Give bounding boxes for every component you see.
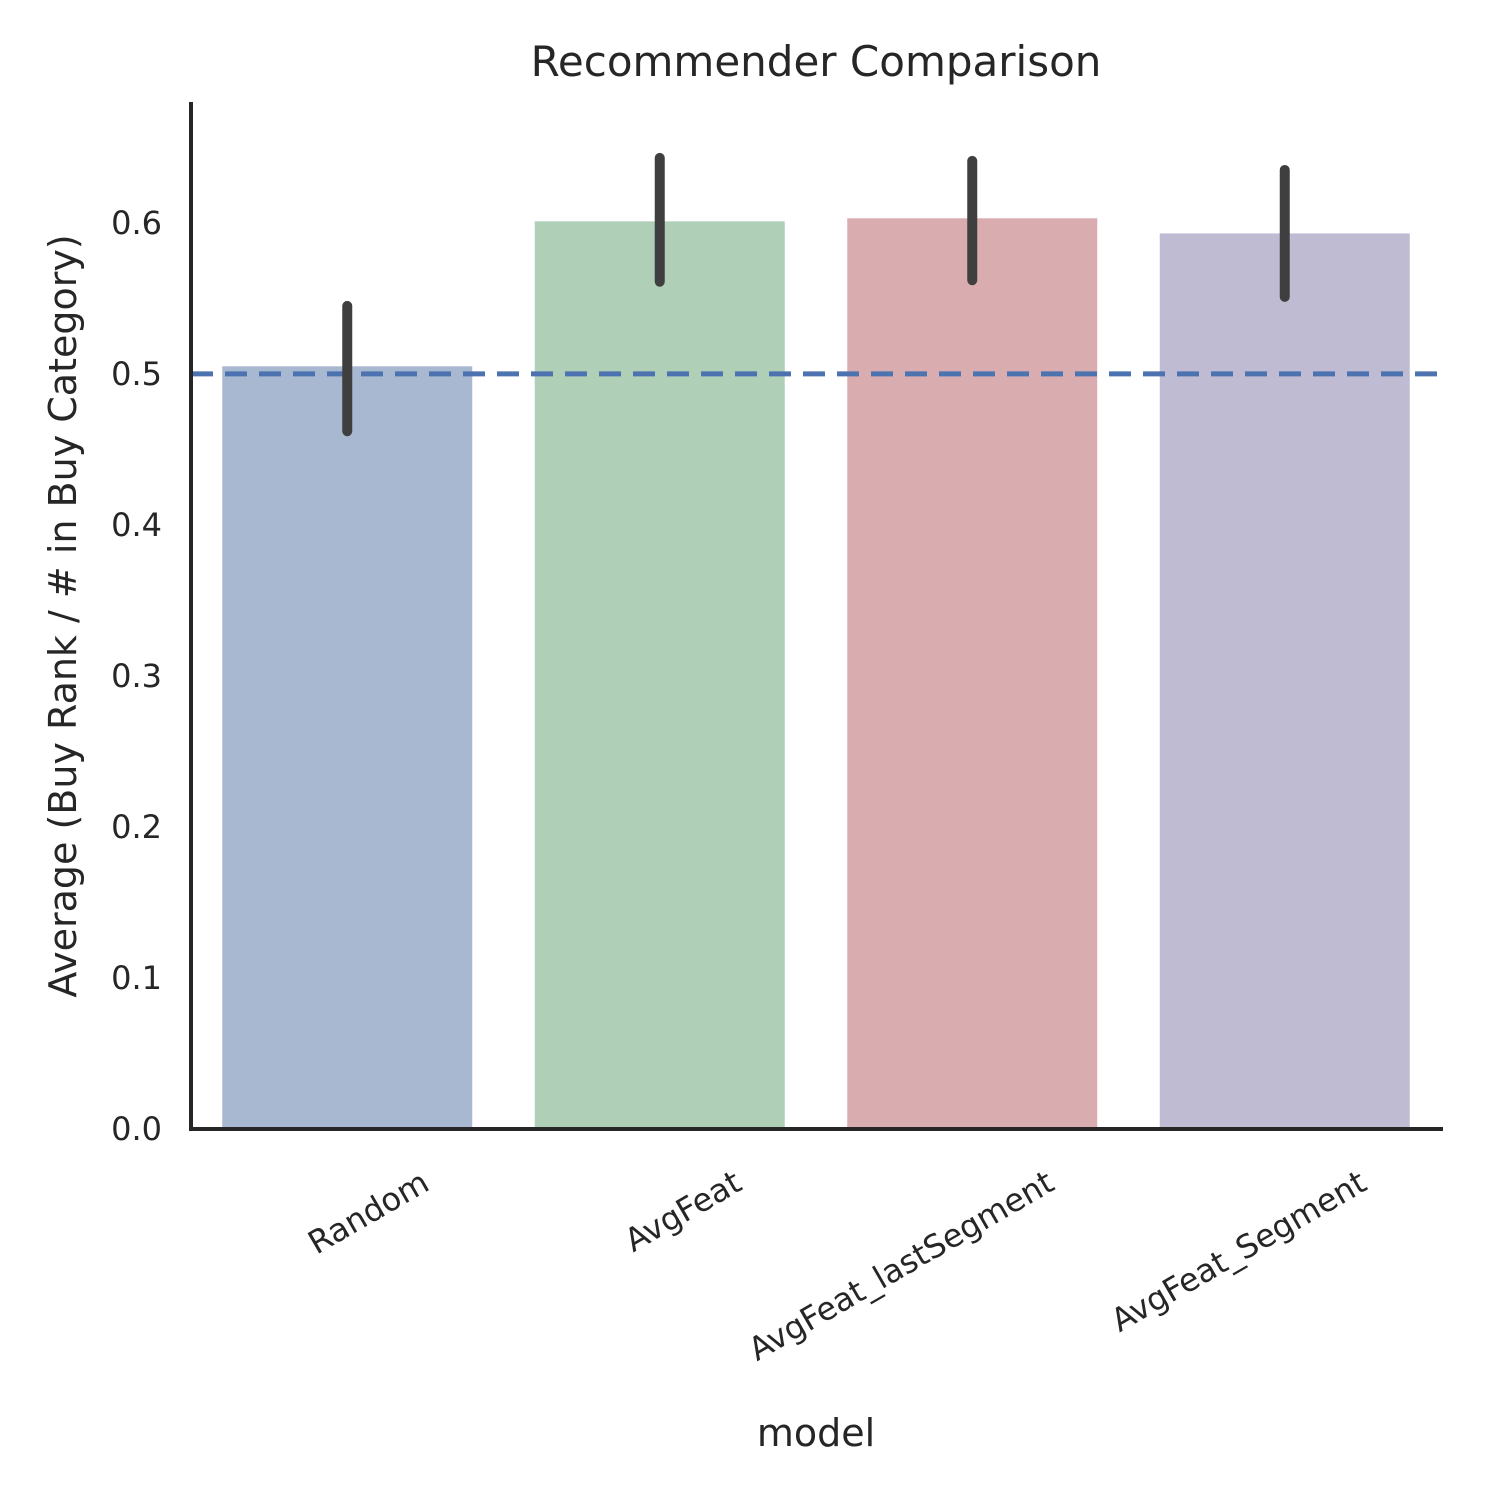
y-tick-label-0.2: 0.2 bbox=[111, 808, 162, 846]
bar-avgfeat-segment bbox=[1159, 233, 1410, 1130]
y-tick-label-0.4: 0.4 bbox=[111, 506, 162, 544]
bars-group bbox=[222, 218, 1410, 1130]
x-axis-label: model bbox=[757, 1411, 875, 1455]
y-tick-label-0.6: 0.6 bbox=[111, 204, 162, 242]
x-tick-label-random: Random bbox=[302, 1163, 436, 1262]
y-axis-label: Average (Buy Rank / # in Buy Category) bbox=[41, 234, 85, 997]
chart-title: Recommender Comparison bbox=[531, 37, 1102, 86]
y-tick-label-0.5: 0.5 bbox=[111, 355, 162, 393]
x-tick-label-avgfeat-segment: AvgFeat_Segment bbox=[1105, 1163, 1373, 1340]
bar-avgfeat-lastsegment bbox=[847, 218, 1098, 1129]
y-tick-label-0.0: 0.0 bbox=[111, 1110, 162, 1148]
error-bars-group bbox=[342, 152, 1290, 437]
bar-avgfeat bbox=[534, 221, 785, 1129]
y-tick-label-0.1: 0.1 bbox=[111, 959, 162, 997]
y-tick-labels: 0.0 0.1 0.2 0.3 0.4 0.5 0.6 bbox=[111, 204, 162, 1148]
y-tick-label-0.3: 0.3 bbox=[111, 657, 162, 695]
x-tick-label-avgfeat: AvgFeat bbox=[618, 1163, 748, 1260]
x-tick-label-avgfeat-lastsegment: AvgFeat_lastSegment bbox=[742, 1163, 1060, 1369]
bar-random bbox=[222, 366, 473, 1129]
